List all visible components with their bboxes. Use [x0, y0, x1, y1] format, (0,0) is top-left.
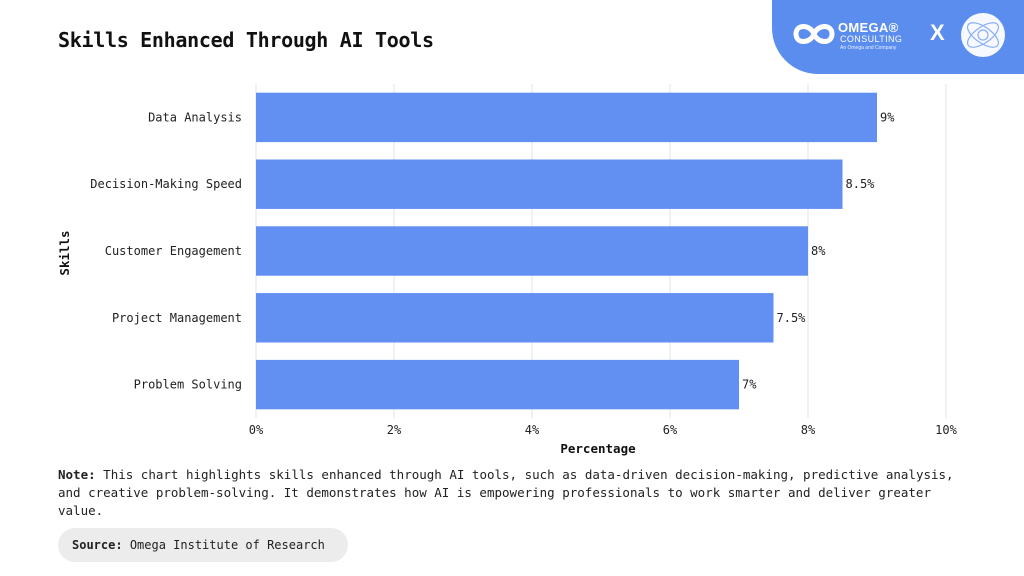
x-tick-label: 2%: [387, 423, 402, 437]
chart-title: Skills Enhanced Through AI Tools: [58, 28, 434, 52]
note-text: This chart highlights skills enhanced th…: [58, 467, 954, 518]
omega-logo-icon: [793, 24, 835, 44]
brand-name: OMEGA®: [838, 20, 899, 35]
chart-note: Note: This chart highlights skills enhan…: [58, 466, 978, 520]
y-axis-title: Skills: [57, 230, 72, 275]
bar: [256, 359, 739, 410]
labels: 0% 2% 4% 6% 8% 10% Data Analysis 9% Decision-Mak…: [90, 110, 957, 437]
data-label: 9%: [880, 110, 895, 124]
x-tick-label: 10%: [935, 423, 957, 437]
category-label: Decision-Making Speed: [90, 177, 242, 191]
bars: [256, 92, 877, 410]
data-label: 7%: [742, 378, 757, 392]
brand-tagline: An Omega and Company: [840, 45, 897, 51]
bar: [256, 92, 877, 143]
x-tick-label: 8%: [801, 423, 816, 437]
bar-chart: 0% 2% 4% 6% 8% 10% Data Analysis 9% Decision-Mak…: [57, 84, 958, 456]
category-label: Customer Engagement: [105, 244, 242, 258]
x-tick-label: 0%: [249, 423, 264, 437]
source-label: Source:: [72, 538, 123, 552]
x-axis-title: Percentage: [560, 441, 636, 456]
bar: [256, 226, 808, 276]
category-label: Project Management: [112, 311, 242, 325]
bar: [256, 159, 843, 209]
data-label: 7.5%: [777, 311, 807, 325]
data-label: 8.5%: [846, 177, 876, 191]
globe-logo-icon: [961, 13, 1005, 57]
x-tick-label: 4%: [525, 423, 540, 437]
brand-separator: X: [930, 20, 945, 45]
source-text: Omega Institute of Research: [129, 538, 325, 552]
data-label: 8%: [811, 244, 826, 258]
category-label: Problem Solving: [134, 378, 242, 392]
brand-subtitle: CONSULTING: [840, 34, 903, 44]
brand-banner: OMEGA® CONSULTING An Omega and Company X: [772, 0, 1024, 74]
x-tick-label: 6%: [663, 423, 678, 437]
category-label: Data Analysis: [148, 110, 242, 124]
bar: [256, 293, 774, 343]
source-badge: Source: Omega Institute of Research: [58, 528, 348, 562]
note-label: Note:: [58, 467, 96, 482]
